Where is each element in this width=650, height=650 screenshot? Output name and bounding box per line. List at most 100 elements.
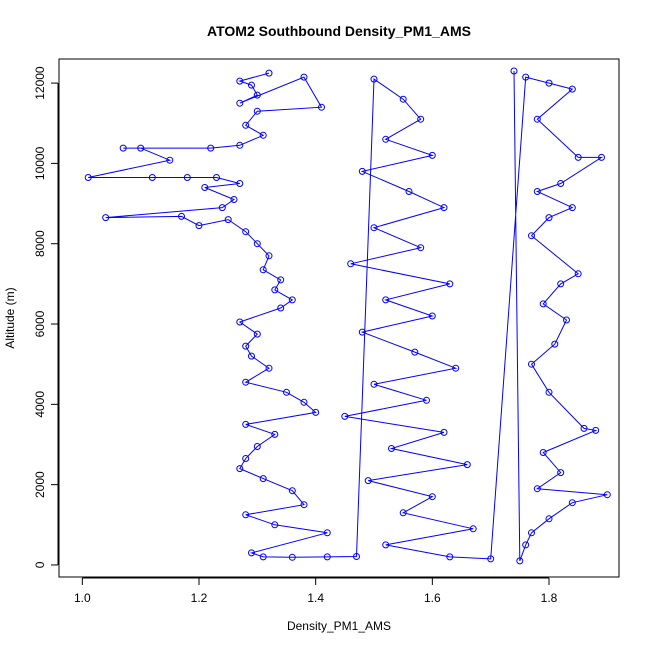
data-point [440, 428, 448, 436]
data-point [148, 174, 156, 181]
data-point [487, 555, 495, 563]
data-point [102, 214, 110, 222]
data-point [557, 469, 565, 477]
data-point [417, 244, 425, 252]
x-axis-label: Density_PM1_AMS [287, 619, 391, 633]
data-point [568, 85, 576, 93]
data-point [598, 153, 605, 161]
plot-frame [58, 58, 620, 578]
data-point [236, 141, 244, 149]
data-point [522, 541, 530, 549]
data-point [213, 174, 220, 181]
data-point [533, 188, 541, 195]
data-point [411, 348, 419, 356]
data-point [312, 408, 320, 416]
data-point [545, 388, 553, 396]
data-point [574, 270, 582, 278]
data-point [271, 521, 279, 529]
data-point [469, 525, 477, 533]
data-point [259, 475, 267, 483]
data-point [528, 360, 535, 368]
plot-area [58, 58, 620, 578]
data-point [382, 296, 390, 304]
data-point [568, 204, 576, 212]
data-point [271, 430, 279, 438]
data-point [370, 380, 378, 388]
x-tick-label: 1.2 [191, 591, 208, 605]
series-layer [84, 67, 611, 565]
data-point [236, 180, 244, 187]
data-point [277, 304, 285, 312]
data-point [528, 232, 535, 240]
data-point [353, 553, 360, 560]
data-point [568, 499, 576, 507]
data-point [358, 167, 366, 175]
data-point [242, 420, 250, 428]
data-point [300, 501, 308, 509]
data-point [230, 196, 238, 203]
y-axis: 0 2000 4000 6000 8000 10000 12000 [33, 66, 59, 568]
data-point [539, 300, 547, 308]
data-point [248, 352, 255, 360]
data-point [405, 188, 413, 195]
data-point [533, 485, 541, 493]
data-point [259, 131, 267, 139]
data-point [236, 465, 244, 473]
data-point [545, 214, 553, 222]
data-point [539, 449, 547, 456]
data-point [446, 280, 454, 288]
data-point [183, 174, 191, 181]
data-point [242, 342, 250, 350]
data-point [253, 91, 261, 99]
data-point [545, 79, 553, 87]
data-point [288, 296, 296, 304]
data-point [248, 549, 255, 557]
y-tick-label: 0 [33, 561, 47, 568]
data-point [563, 316, 570, 324]
data-point [452, 364, 460, 372]
data-point [288, 487, 296, 495]
data-point [323, 529, 331, 537]
data-point [288, 553, 296, 561]
data-point [358, 328, 366, 336]
x-tick-label: 1.0 [74, 591, 91, 605]
data-point [253, 240, 261, 248]
data-point [592, 426, 600, 434]
x-tick-label: 1.8 [541, 591, 558, 605]
data-point [533, 115, 541, 123]
x-axis: 1.0 1.2 1.4 1.6 1.8 [74, 577, 558, 605]
data-point [259, 266, 267, 274]
data-point [382, 135, 390, 143]
data-point [522, 73, 530, 81]
data-point [265, 364, 273, 372]
data-point [178, 212, 185, 220]
data-point [137, 144, 145, 152]
data-point [236, 99, 244, 107]
data-point [300, 73, 308, 81]
data-point [382, 541, 390, 549]
data-point [370, 75, 378, 83]
data-point [84, 174, 92, 181]
data-point [341, 412, 349, 420]
data-point [399, 95, 407, 103]
y-tick-label: 4000 [33, 391, 47, 418]
y-tick-label: 12000 [33, 66, 47, 100]
data-point [271, 286, 279, 294]
data-point [300, 398, 308, 406]
data-point [318, 103, 325, 111]
data-point [207, 144, 215, 152]
data-point [428, 312, 436, 320]
data-point [195, 222, 203, 230]
data-point [574, 153, 582, 161]
y-tick-label: 6000 [33, 310, 47, 337]
data-point [603, 491, 611, 499]
data-point [364, 477, 372, 485]
data-point [242, 511, 250, 519]
y-tick-label: 10000 [33, 146, 47, 180]
data-point [283, 388, 290, 396]
data-point [224, 216, 232, 224]
x-tick-label: 1.4 [307, 591, 324, 605]
data-point [370, 224, 378, 232]
